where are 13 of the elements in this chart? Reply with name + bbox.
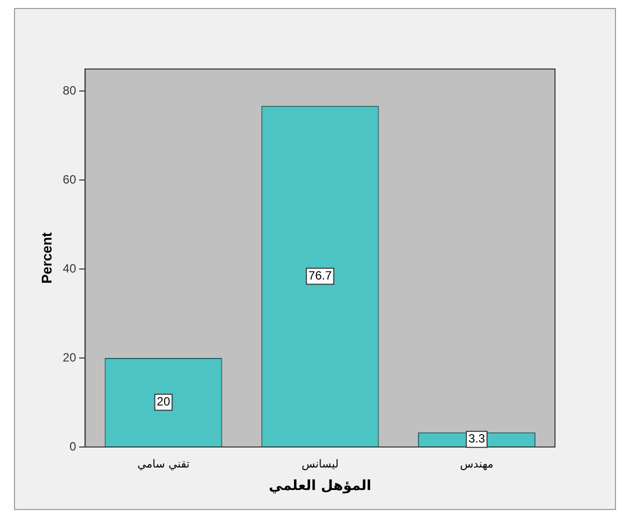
data-label: 76.7 (308, 268, 332, 283)
x-tick-label: مهندس (460, 457, 494, 470)
x-axis-title: المؤهل العلمي (268, 478, 372, 494)
y-tick-label: 0 (69, 439, 76, 454)
y-tick-label: 80 (62, 84, 76, 98)
data-label: 3.3 (468, 432, 486, 446)
x-tick-label: ليسانس (302, 457, 339, 470)
y-tick-label: 40 (62, 261, 76, 276)
y-tick-label: 60 (62, 172, 76, 186)
y-tick-label: 20 (62, 350, 76, 364)
data-label: 20 (156, 394, 170, 409)
y-axis-title: Percent (38, 232, 54, 284)
x-tick-label: تقني سامي (137, 457, 190, 470)
